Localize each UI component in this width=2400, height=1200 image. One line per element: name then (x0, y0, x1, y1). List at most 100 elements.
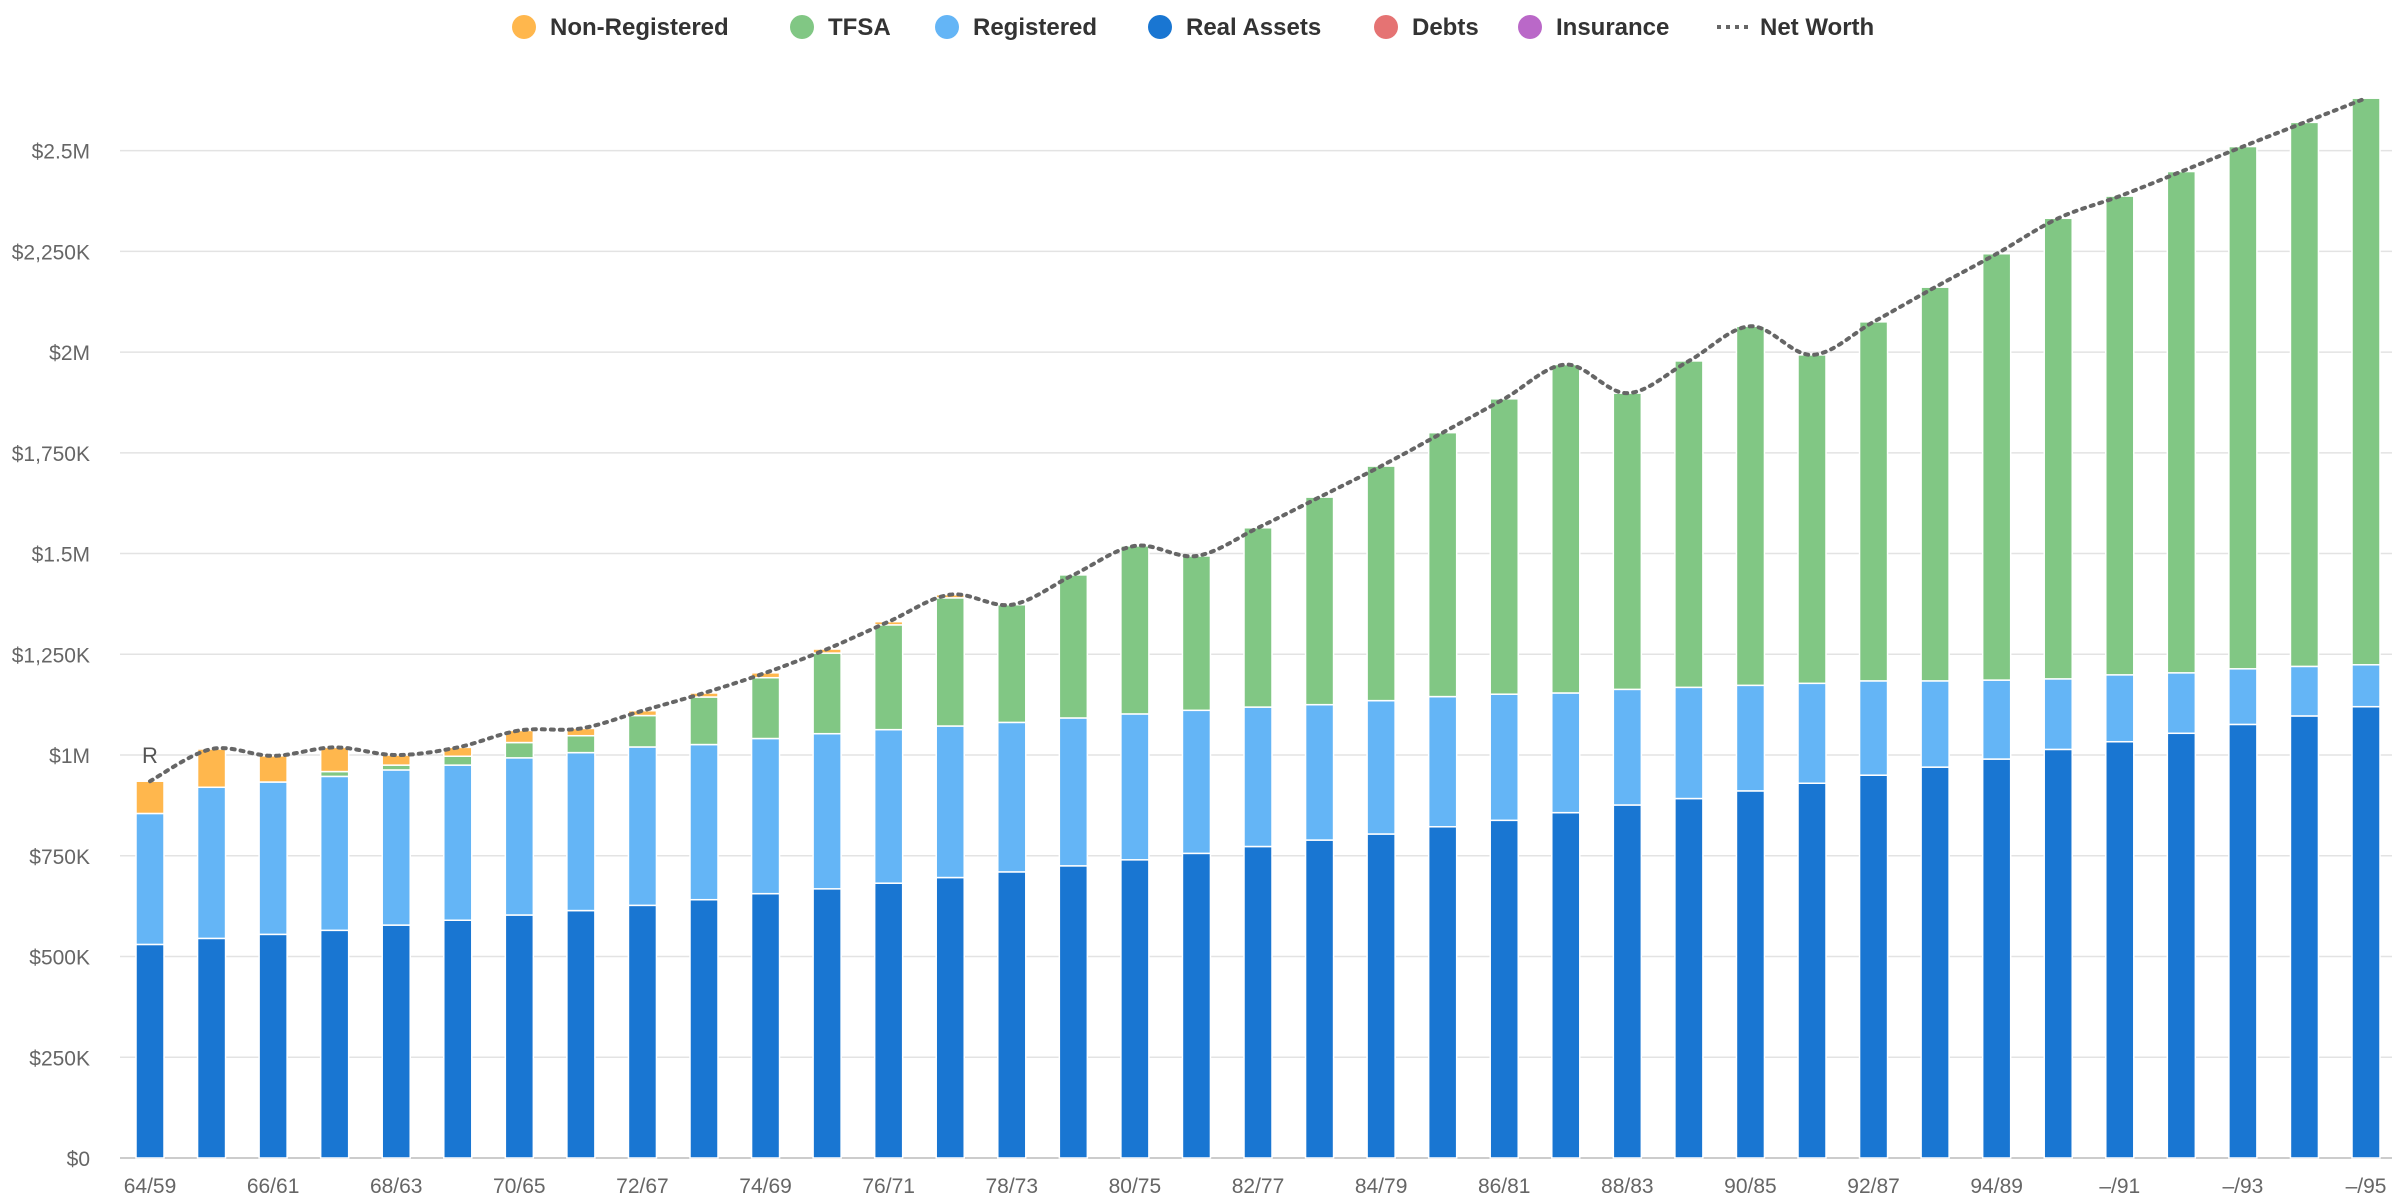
bar-tfsa[interactable] (1797, 354, 1827, 685)
bar-registered[interactable] (135, 812, 165, 946)
bar-registered[interactable] (2043, 678, 2073, 751)
bar-tfsa[interactable] (1181, 555, 1212, 712)
bar-registered[interactable] (1489, 693, 1519, 822)
bar-tfsa[interactable] (2228, 145, 2258, 670)
bar-registered[interactable] (873, 728, 904, 884)
bar-tfsa[interactable] (1120, 545, 1150, 715)
bar-real-assets[interactable] (196, 937, 227, 1159)
bar-real-assets[interactable] (2289, 715, 2320, 1159)
legend-item-net-worth[interactable]: Net Worth (1717, 14, 1874, 41)
bar-tfsa[interactable] (1981, 253, 2012, 681)
bar-real-assets[interactable] (812, 888, 842, 1159)
bar-tfsa[interactable] (1735, 325, 1766, 687)
bar-real-assets[interactable] (1797, 782, 1827, 1159)
bar-tfsa[interactable] (1489, 398, 1519, 695)
bar-tfsa[interactable] (2351, 97, 2381, 666)
bar-non-registered[interactable] (689, 692, 719, 698)
bar-real-assets[interactable] (566, 909, 596, 1159)
bar-real-assets[interactable] (2105, 740, 2135, 1159)
bar-registered[interactable] (1797, 682, 1827, 784)
bar-non-registered[interactable] (750, 672, 781, 679)
bar-real-assets[interactable] (689, 898, 719, 1159)
bar-tfsa[interactable] (997, 603, 1027, 724)
bar-real-assets[interactable] (1120, 859, 1150, 1159)
bar-real-assets[interactable] (1304, 839, 1335, 1159)
bar-registered[interactable] (1304, 703, 1335, 841)
bar-tfsa[interactable] (1366, 465, 1396, 702)
legend-item-debts[interactable]: Debts (1374, 14, 1479, 41)
bar-real-assets[interactable] (1858, 774, 1889, 1159)
bar-registered[interactable] (1058, 717, 1089, 867)
bar-real-assets[interactable] (319, 929, 350, 1159)
bar-real-assets[interactable] (1981, 758, 2012, 1159)
bar-registered[interactable] (1120, 713, 1150, 861)
bar-registered[interactable] (750, 737, 781, 895)
bar-registered[interactable] (2228, 668, 2258, 726)
bar-real-assets[interactable] (1735, 790, 1766, 1159)
bar-real-assets[interactable] (443, 919, 473, 1159)
bar-registered[interactable] (196, 786, 227, 940)
bar-tfsa[interactable] (1427, 431, 1458, 698)
bar-real-assets[interactable] (1058, 865, 1089, 1159)
bar-real-assets[interactable] (997, 871, 1027, 1159)
legend-item-registered[interactable]: Registered (935, 14, 1097, 41)
bar-registered[interactable] (504, 757, 535, 916)
bar-registered[interactable] (2166, 672, 2197, 735)
bar-real-assets[interactable] (1243, 845, 1273, 1159)
bar-registered[interactable] (1427, 695, 1458, 828)
bar-real-assets[interactable] (1366, 833, 1396, 1159)
bar-registered[interactable] (319, 775, 350, 932)
bar-non-registered[interactable] (135, 780, 165, 815)
legend-item-non-registered[interactable]: Non-Registered (512, 14, 729, 41)
bar-registered[interactable] (1674, 686, 1704, 800)
bar-registered[interactable] (1981, 679, 2012, 760)
bar-real-assets[interactable] (1920, 766, 1950, 1159)
bar-real-assets[interactable] (627, 904, 658, 1159)
bar-registered[interactable] (935, 725, 965, 879)
bar-real-assets[interactable] (1674, 797, 1704, 1159)
bar-real-assets[interactable] (381, 924, 411, 1159)
bar-real-assets[interactable] (750, 892, 781, 1159)
bar-registered[interactable] (689, 743, 719, 901)
bar-tfsa[interactable] (1304, 496, 1335, 706)
bar-tfsa[interactable] (1674, 360, 1704, 689)
bar-registered[interactable] (1858, 680, 1889, 776)
bar-registered[interactable] (381, 769, 411, 926)
bar-registered[interactable] (997, 721, 1027, 873)
bar-tfsa[interactable] (1551, 363, 1581, 694)
bar-real-assets[interactable] (504, 914, 535, 1159)
bar-tfsa[interactable] (566, 734, 596, 754)
net-worth-line[interactable] (148, 96, 2368, 784)
bar-real-assets[interactable] (2228, 723, 2258, 1159)
bar-real-assets[interactable] (935, 876, 965, 1159)
bar-tfsa[interactable] (1858, 321, 1889, 682)
bar-non-registered[interactable] (196, 748, 227, 789)
bar-real-assets[interactable] (1181, 852, 1212, 1159)
bar-non-registered[interactable] (873, 620, 904, 626)
bar-registered[interactable] (1366, 699, 1396, 835)
bar-tfsa[interactable] (812, 652, 842, 735)
bar-registered[interactable] (1735, 684, 1766, 792)
bar-registered[interactable] (443, 764, 473, 922)
bar-registered[interactable] (2289, 665, 2320, 717)
bar-real-assets[interactable] (2043, 748, 2073, 1159)
bar-tfsa[interactable] (750, 676, 781, 740)
bar-non-registered[interactable] (258, 755, 288, 783)
bar-registered[interactable] (1243, 706, 1273, 848)
bar-real-assets[interactable] (2351, 705, 2381, 1159)
bar-registered[interactable] (2105, 674, 2135, 743)
bar-tfsa[interactable] (873, 624, 904, 731)
bar-registered[interactable] (1920, 680, 1950, 768)
bar-tfsa[interactable] (627, 714, 658, 748)
bar-tfsa[interactable] (935, 597, 965, 727)
bar-registered[interactable] (566, 751, 596, 912)
legend-item-real-assets[interactable]: Real Assets (1148, 14, 1321, 41)
bar-registered[interactable] (2351, 664, 2381, 708)
bar-tfsa[interactable] (1612, 392, 1643, 691)
bar-tfsa[interactable] (1058, 574, 1089, 719)
bar-real-assets[interactable] (1489, 819, 1519, 1159)
bar-real-assets[interactable] (1612, 804, 1643, 1159)
bar-tfsa[interactable] (504, 741, 535, 759)
bar-non-registered[interactable] (381, 754, 411, 766)
bar-tfsa[interactable] (2043, 217, 2073, 680)
